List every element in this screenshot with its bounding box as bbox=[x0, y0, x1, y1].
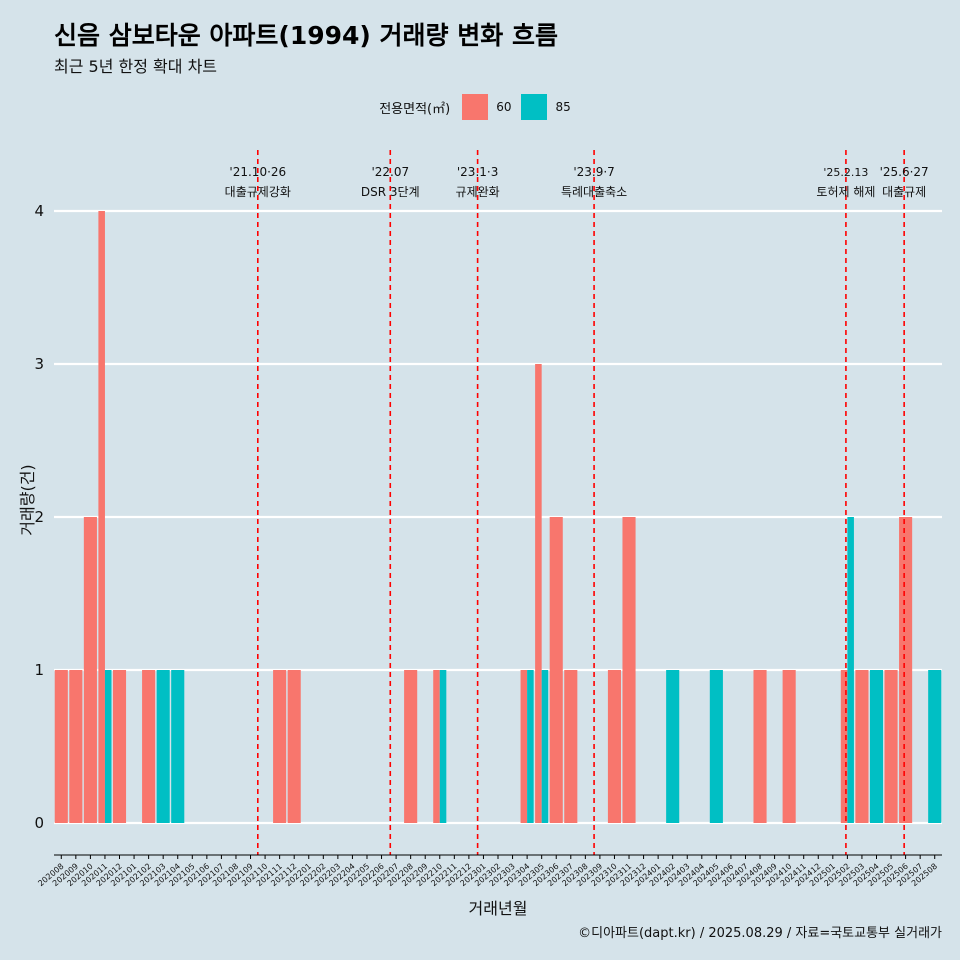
y-axis: 0 1 2 3 4 bbox=[34, 202, 44, 832]
bar-202502-60 bbox=[840, 670, 848, 823]
bar-202508-85 bbox=[928, 670, 942, 823]
event-label-3: 특례대출축소 bbox=[561, 185, 627, 199]
bar-202310-60 bbox=[607, 670, 622, 823]
legend-key-60 bbox=[462, 94, 489, 120]
event-label-1: DSR 3단계 bbox=[361, 185, 420, 199]
legend-key-85 bbox=[521, 94, 548, 120]
bar-202505-60 bbox=[884, 670, 898, 823]
bar-202208-60 bbox=[404, 670, 418, 823]
bar-202210-85 bbox=[439, 670, 447, 823]
event-date-5: '25.6·27 bbox=[880, 165, 929, 179]
bar-202111-60 bbox=[273, 670, 287, 823]
bar-202311-60 bbox=[622, 517, 636, 823]
bar-202304-85 bbox=[527, 670, 534, 823]
y-tick-label-4: 4 bbox=[34, 202, 44, 220]
y-axis-title: 거래량(건) bbox=[18, 464, 37, 535]
event-date-2: '23.1·3 bbox=[457, 165, 498, 179]
event-date-4: '25.2.13 bbox=[823, 166, 868, 179]
bar-202305-60 bbox=[535, 364, 542, 823]
y-tick-label-3: 3 bbox=[34, 355, 44, 373]
legend-label-60: 60 bbox=[496, 100, 512, 114]
chart-subtitle: 최근 5년 한정 확대 차트 bbox=[54, 57, 218, 76]
event-label-4: 토허제 해제 bbox=[816, 185, 875, 199]
bar-202104-85 bbox=[171, 670, 185, 823]
event-label-5: 대출규제 bbox=[882, 185, 926, 199]
bar-202502-85 bbox=[847, 517, 854, 823]
bar-202210-60 bbox=[433, 670, 440, 823]
bar-202405-85 bbox=[709, 670, 723, 823]
event-date-0: '21.10·26 bbox=[229, 165, 286, 179]
event-label-0: 대출규제강화 bbox=[225, 185, 291, 199]
bars bbox=[54, 211, 942, 823]
legend: 전용면적(㎡) 60 85 bbox=[0, 92, 960, 122]
bar-202307-60 bbox=[564, 670, 578, 823]
chart-title: 신음 삼보타운 아파트(1994) 거래량 변화 흐름 bbox=[54, 21, 558, 50]
legend-item-85: 85 bbox=[521, 94, 571, 120]
y-tick-label-2: 2 bbox=[34, 508, 44, 526]
bar-202011-85 bbox=[104, 670, 112, 823]
bar-202402-85 bbox=[666, 670, 680, 823]
event-date-3: '23.9·7 bbox=[573, 165, 614, 179]
bar-202410-60 bbox=[782, 670, 796, 823]
bar-202305-85 bbox=[541, 670, 549, 823]
bar-202306-60 bbox=[549, 517, 563, 823]
bar-202010-60 bbox=[83, 517, 97, 823]
bar-202506-60 bbox=[899, 517, 913, 823]
x-axis-title: 거래년월 bbox=[469, 899, 528, 918]
legend-title: 전용면적(㎡) bbox=[379, 101, 451, 117]
bar-202408-60 bbox=[753, 670, 767, 823]
bar-202012-60 bbox=[112, 670, 127, 823]
bar-202102-60 bbox=[142, 670, 156, 823]
event-label-2: 규제완화 bbox=[456, 185, 500, 199]
bar-202011-60 bbox=[98, 211, 105, 823]
bar-202009-60 bbox=[69, 670, 83, 823]
event-date-1: '22.07 bbox=[371, 165, 409, 179]
bar-202103-85 bbox=[156, 670, 170, 823]
event-lines: '21.10·26 대출규제강화 '22.07 DSR 3단계 '23.1·3 규제완화 '… bbox=[225, 150, 929, 855]
bar-202112-60 bbox=[287, 670, 301, 823]
bar-202008-60 bbox=[54, 670, 68, 823]
credit-text: ©디아파트(dapt.kr) / 2025.08.29 / 자료=국토교통부 실… bbox=[578, 926, 942, 941]
bar-202503-60 bbox=[855, 670, 869, 823]
bar-202304-60 bbox=[520, 670, 528, 823]
legend-item-60: 60 bbox=[462, 94, 511, 120]
bar-202504-85 bbox=[869, 670, 884, 823]
y-tick-label-0: 0 bbox=[34, 814, 44, 832]
x-axis: 2020082020092020102020112020122021012021… bbox=[36, 854, 942, 888]
y-tick-label-1: 1 bbox=[34, 661, 44, 679]
legend-label-85: 85 bbox=[555, 100, 571, 114]
gridlines bbox=[54, 209, 942, 825]
